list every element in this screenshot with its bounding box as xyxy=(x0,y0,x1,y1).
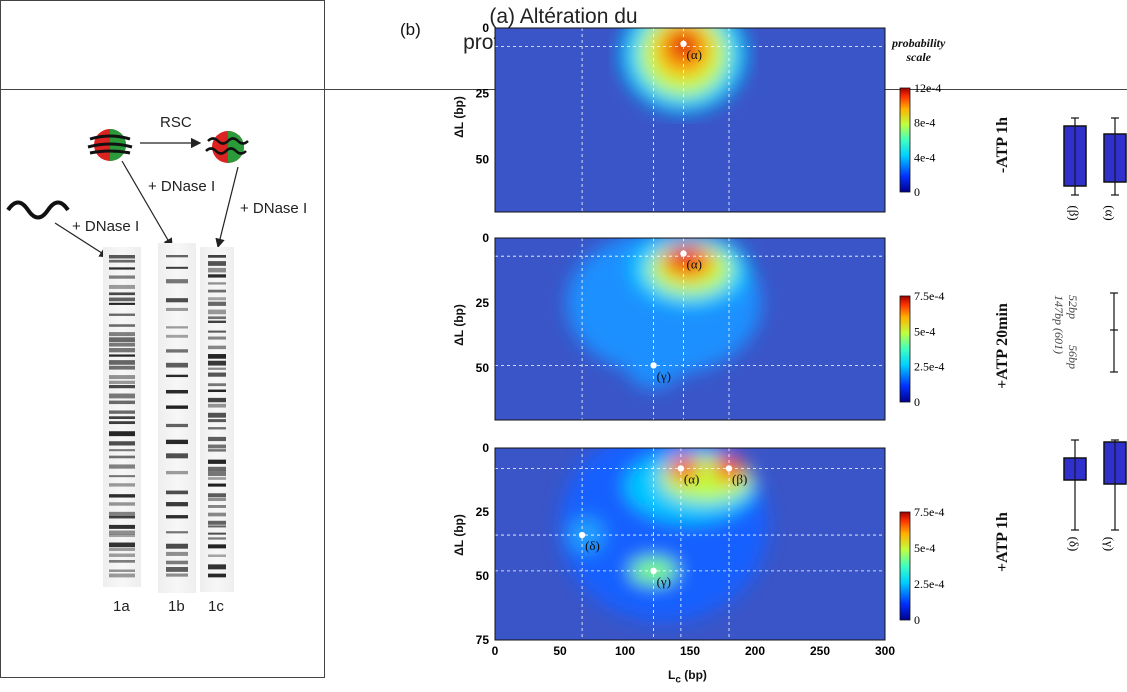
x-tick-label: 200 xyxy=(745,644,765,658)
side-label-52bp: 52bp xyxy=(1066,295,1080,319)
y-axis-label-3: ΔL (bp) xyxy=(451,514,466,556)
digestion-illustration xyxy=(6,129,249,593)
peak-marker xyxy=(680,250,687,257)
peak-marker xyxy=(680,40,687,47)
lane-label-1b: 1b xyxy=(168,598,185,615)
colorbar-tick-label: 5e-4 xyxy=(914,541,935,555)
side-label-56bp: 56bp xyxy=(1066,345,1080,369)
y-axis-label-1: ΔL (bp) xyxy=(451,96,466,138)
dnase-label-1b: + DNase I xyxy=(148,178,216,195)
probability-scale-label: probability scale xyxy=(892,36,946,64)
colorbar-tick-label: 5e-4 xyxy=(914,324,935,338)
colorbar-3 xyxy=(899,511,911,621)
remodeled-nucleosome-icon xyxy=(205,131,249,163)
peak-marker xyxy=(677,465,685,472)
colorbar-tick-label: 7.5e-4 xyxy=(914,289,944,303)
colorbar-1 xyxy=(899,87,911,193)
colorbar-tick-label: 0 xyxy=(914,613,920,627)
x-tick-label: 50 xyxy=(553,644,567,658)
x-tick-label: 150 xyxy=(680,644,700,658)
condition-label-2: +ATP 20min xyxy=(994,303,1011,389)
colorbar-tick-label: 8e-4 xyxy=(914,116,935,130)
x-axis-label: Lc (bp) xyxy=(668,668,707,686)
y-tick-label: 25 xyxy=(476,296,490,310)
y-tick-label: 0 xyxy=(482,21,489,35)
peak-label: (δ) xyxy=(585,538,600,553)
side-label-alpha: (α) xyxy=(1102,205,1118,221)
side-label-147bp: 147bp (601) xyxy=(1052,295,1066,354)
y-tick-label: 75 xyxy=(476,633,490,647)
peak-marker xyxy=(725,465,733,472)
nucleosome-icon xyxy=(87,129,133,161)
dnase-label-1a: + DNase I xyxy=(72,218,140,235)
colorbar-tick-label: 12e-4 xyxy=(914,81,941,95)
colorbar-tick-label: 0 xyxy=(914,185,920,199)
x-tick-label: 300 xyxy=(875,644,895,658)
x-tick-label: 0 xyxy=(492,644,499,658)
condition-label-1: -ATP 1h xyxy=(994,116,1011,174)
colorbar-tick-label: 4e-4 xyxy=(914,150,935,164)
dnase-label-1c: + DNase I xyxy=(240,200,308,217)
peak-label: (γ) xyxy=(657,368,671,383)
colorbar-tick-label: 2.5e-4 xyxy=(914,577,944,591)
colorbar-tick-label: 7.5e-4 xyxy=(914,505,944,519)
peak-label: (α) xyxy=(687,257,702,272)
heatmap-frame-1 xyxy=(494,27,886,213)
y-tick-label: 50 xyxy=(476,361,490,375)
title-line-1: (a) Altération du xyxy=(489,5,638,28)
peak-marker xyxy=(650,567,657,575)
rsc-label: RSC xyxy=(160,114,192,131)
lane-label-1c: 1c xyxy=(208,598,224,615)
peak-label: (β) xyxy=(732,471,747,486)
y-tick-label: 25 xyxy=(476,87,490,101)
side-label-gamma: (γ) xyxy=(1102,536,1118,552)
y-tick-label: 0 xyxy=(482,441,489,455)
peak-marker xyxy=(650,362,657,369)
y-tick-label: 25 xyxy=(476,505,490,519)
free-dna-icon xyxy=(6,200,70,220)
peak-label: (α) xyxy=(684,471,699,486)
colorbar-tick-label: 2.5e-4 xyxy=(914,360,944,374)
y-axis-label-2: ΔL (bp) xyxy=(451,304,466,346)
colorbar-tick-label: 0 xyxy=(914,395,920,409)
x-tick-label: 100 xyxy=(615,644,635,658)
panel-b-label: (b) xyxy=(400,20,421,39)
x-tick-label: 250 xyxy=(810,644,830,658)
heatmap-frame-2 xyxy=(494,237,886,421)
heatmap-frame-3 xyxy=(494,447,886,641)
peak-marker xyxy=(578,531,586,539)
y-tick-label: 50 xyxy=(476,569,490,583)
condition-label-3: +ATP 1h xyxy=(994,512,1011,572)
side-label-delta: (δ) xyxy=(1066,536,1082,552)
colorbar-2 xyxy=(899,295,911,403)
lane-label-1a: 1a xyxy=(113,598,130,615)
peak-label: (α) xyxy=(687,47,702,62)
y-tick-label: 50 xyxy=(476,152,490,166)
y-tick-label: 0 xyxy=(482,231,489,245)
side-label-beta: (β) xyxy=(1066,205,1082,221)
peak-label: (γ) xyxy=(657,574,671,589)
